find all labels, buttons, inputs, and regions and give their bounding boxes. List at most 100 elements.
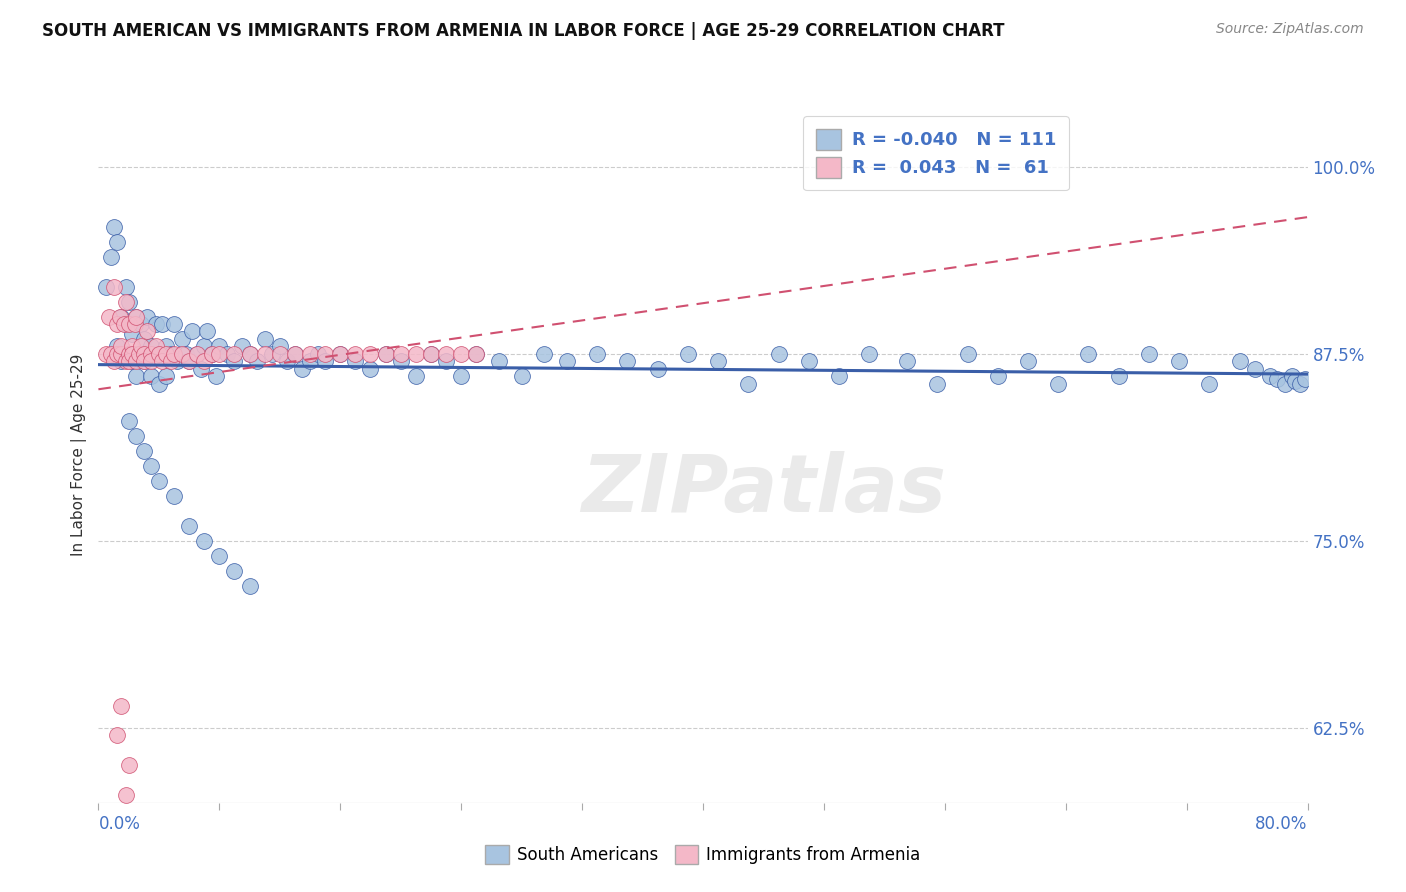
Point <box>110 354 132 368</box>
Point <box>768 347 790 361</box>
Point <box>114 279 136 293</box>
Point <box>419 347 441 361</box>
Point <box>128 347 150 361</box>
Point <box>224 354 246 368</box>
Point <box>186 347 208 361</box>
Point <box>114 789 136 803</box>
Text: 0.0%: 0.0% <box>98 814 141 833</box>
Point <box>163 317 186 331</box>
Point <box>118 414 141 428</box>
Point <box>98 310 121 324</box>
Point <box>1258 369 1281 384</box>
Point <box>956 347 979 361</box>
Point <box>284 347 307 361</box>
Point <box>676 347 699 361</box>
Point <box>205 369 228 384</box>
Point <box>1265 372 1288 386</box>
Point <box>150 354 173 368</box>
Point <box>135 310 157 324</box>
Point <box>246 354 269 368</box>
Point <box>1281 369 1303 384</box>
Point <box>314 354 336 368</box>
Point <box>201 347 224 361</box>
Point <box>103 354 125 368</box>
Point <box>1108 369 1130 384</box>
Point <box>141 354 163 368</box>
Point <box>100 347 122 361</box>
Point <box>121 354 143 368</box>
Text: SOUTH AMERICAN VS IMMIGRANTS FROM ARMENIA IN LABOR FORCE | AGE 25-29 CORRELATION: SOUTH AMERICAN VS IMMIGRANTS FROM ARMENI… <box>42 22 1005 40</box>
Point <box>103 219 125 234</box>
Point <box>110 339 132 353</box>
Point <box>360 347 382 361</box>
Point <box>450 347 472 361</box>
Point <box>1017 354 1039 368</box>
Point <box>1274 376 1296 391</box>
Point <box>132 347 155 361</box>
Point <box>177 354 201 368</box>
Point <box>132 354 155 368</box>
Point <box>148 347 170 361</box>
Point <box>927 376 949 391</box>
Point <box>434 347 457 361</box>
Point <box>145 339 167 353</box>
Point <box>307 347 329 361</box>
Point <box>155 347 177 361</box>
Point <box>329 347 352 361</box>
Point <box>148 347 170 361</box>
Point <box>118 758 141 772</box>
Point <box>201 347 224 361</box>
Point <box>329 347 352 361</box>
Point <box>389 347 412 361</box>
Point <box>586 347 609 361</box>
Point <box>177 519 201 533</box>
Point <box>118 354 141 368</box>
Point <box>110 347 132 361</box>
Point <box>112 317 135 331</box>
Point <box>121 339 143 353</box>
Point <box>174 347 197 361</box>
Point <box>105 347 128 361</box>
Point <box>1198 376 1220 391</box>
Point <box>797 354 820 368</box>
Point <box>110 310 132 324</box>
Text: ZIPatlas: ZIPatlas <box>581 450 946 529</box>
Point <box>616 354 638 368</box>
Point <box>299 347 322 361</box>
Point <box>148 376 170 391</box>
Point <box>314 347 336 361</box>
Point <box>269 347 291 361</box>
Point <box>100 250 122 264</box>
Point <box>858 347 880 361</box>
Point <box>141 339 163 353</box>
Point <box>419 347 441 361</box>
Point <box>118 347 141 361</box>
Text: 80.0%: 80.0% <box>1256 814 1308 833</box>
Point <box>94 279 117 293</box>
Point <box>193 533 215 548</box>
Point <box>208 339 231 353</box>
Point <box>1294 372 1316 386</box>
Point <box>155 369 177 384</box>
Point <box>135 325 157 339</box>
Point <box>208 347 231 361</box>
Point <box>121 347 143 361</box>
Point <box>105 235 128 249</box>
Point <box>1289 376 1312 391</box>
Point <box>193 354 215 368</box>
Point <box>647 362 669 376</box>
Point <box>186 347 208 361</box>
Point <box>405 347 427 361</box>
Point <box>344 347 367 361</box>
Point <box>299 354 322 368</box>
Point <box>239 347 262 361</box>
Point <box>118 317 141 331</box>
Point <box>208 549 231 563</box>
Point <box>155 339 177 353</box>
Point <box>94 347 117 361</box>
Point <box>125 347 148 361</box>
Point <box>374 347 396 361</box>
Point <box>1168 354 1191 368</box>
Legend: South Americans, Immigrants from Armenia: South Americans, Immigrants from Armenia <box>478 838 928 871</box>
Point <box>987 369 1010 384</box>
